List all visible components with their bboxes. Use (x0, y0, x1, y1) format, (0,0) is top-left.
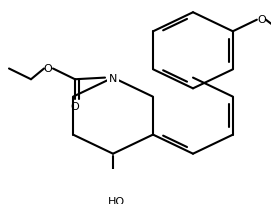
Text: O: O (258, 15, 267, 25)
Text: N: N (109, 73, 117, 83)
Text: O: O (71, 101, 79, 111)
Text: HO: HO (107, 196, 125, 204)
Text: O: O (43, 64, 52, 74)
